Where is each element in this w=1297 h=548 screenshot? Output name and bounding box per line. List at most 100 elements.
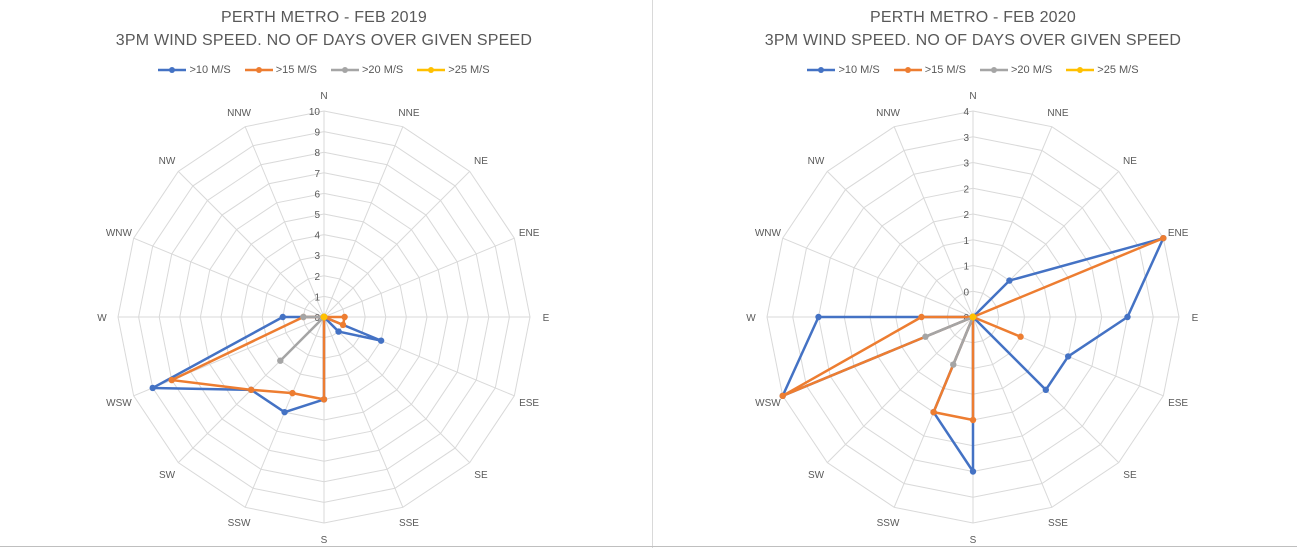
data-point [335, 328, 342, 335]
category-label: WNW [106, 228, 133, 239]
tick-label: 1 [963, 236, 969, 247]
series-path [151, 315, 383, 414]
tick-label: 2 [963, 210, 969, 221]
category-label: WSW [106, 398, 132, 409]
tick-label: 4 [314, 231, 320, 242]
category-label: SSW [877, 518, 900, 529]
tick-label: 4 [963, 107, 969, 118]
tick-label: 10 [309, 107, 321, 118]
tick-label: 1 [963, 262, 969, 273]
legend-swatch [1066, 67, 1095, 73]
legend-item: >25 M/S [1066, 64, 1139, 76]
tick-label: 2 [314, 272, 320, 283]
data-point [289, 389, 296, 397]
category-label: NW [159, 156, 176, 167]
radar-chart-2020: NNNENEENEEESESESSESSSWSWWSWWWNWNWNNW0011… [746, 91, 1199, 546]
legend-label: >25 M/S [1097, 64, 1139, 76]
data-point [339, 321, 347, 329]
legend-label: >20 M/S [1011, 64, 1053, 76]
category-label: NNW [876, 108, 900, 119]
data-point [779, 392, 786, 400]
data-point [300, 313, 307, 321]
grid-spoke [826, 170, 974, 318]
chart-legend: >10 M/S >15 M/S >20 M/S >25 M/S [649, 64, 1297, 76]
category-label: ESE [1168, 398, 1188, 409]
category-label: WNW [755, 228, 782, 239]
grid-spoke [972, 126, 1053, 318]
category-label: E [1192, 313, 1199, 324]
legend-item: >15 M/S [893, 64, 966, 76]
category-label: NE [1123, 156, 1137, 167]
series-line [969, 313, 977, 321]
legend-item: >10 M/S [158, 64, 231, 76]
tick-label: 9 [314, 128, 320, 139]
tick-label: 3 [963, 133, 969, 144]
category-label: WSW [755, 398, 781, 409]
category-label: W [97, 313, 107, 324]
grid-spoke [782, 237, 974, 318]
legend-swatch [244, 67, 273, 73]
grid-spoke [133, 237, 325, 318]
data-point [1160, 234, 1167, 242]
data-point [281, 408, 288, 416]
category-label: S [970, 535, 977, 546]
chart-title: PERTH METRO - FEB 2020 [870, 9, 1076, 26]
category-label: E [543, 313, 550, 324]
data-point [377, 337, 385, 344]
category-label: ENE [519, 228, 540, 239]
series-path [170, 315, 346, 401]
category-label: W [746, 313, 756, 324]
legend-label: >20 M/S [362, 64, 404, 76]
tick-label: 0 [963, 287, 969, 298]
category-label: SW [808, 470, 825, 481]
tick-label: 3 [314, 251, 320, 262]
legend-swatch [158, 67, 187, 73]
category-label: ENE [1168, 228, 1189, 239]
grid-spoke [177, 170, 325, 318]
grid-spoke [893, 126, 974, 318]
category-label: SE [1123, 470, 1137, 481]
chart-subtitle: 3PM WIND SPEED. NO OF DAYS OVER GIVEN SP… [115, 32, 533, 49]
data-point [320, 396, 328, 403]
category-label: SSE [399, 518, 419, 529]
grid-spoke [826, 316, 974, 464]
data-point [1124, 313, 1131, 321]
data-point [168, 376, 175, 384]
grid-spoke [972, 316, 1053, 508]
chart-panel-2019: N NNE NE ENE E ESE SE SSE S SSW SW WSW W WNW NW NNW 0 1 2 3… [0, 0, 648, 546]
data-point [922, 333, 929, 340]
grid-spoke [323, 237, 515, 318]
chart-legend: >10 M/S >15 M/S >20 M/S >25 M/S [0, 64, 648, 76]
category-label: N [320, 91, 327, 102]
category-label: N [969, 91, 976, 102]
chart-subtitle: 3PM WIND SPEED. NO OF DAYS OVER GIVEN SP… [764, 32, 1182, 49]
category-label: SW [159, 470, 176, 481]
legend-item: >20 M/S [331, 64, 403, 76]
legend-label: >10 M/S [189, 64, 231, 76]
legend-swatch [807, 67, 836, 73]
tick-label: 0 [314, 313, 320, 324]
radar-chart-2019: N NNE NE ENE E ESE SE SSE S SSW SW WSW W WNW NW NNW 0 1 2 3… [97, 91, 550, 546]
legend-item: >20 M/S [980, 64, 1052, 76]
legend-label: >25 M/S [448, 64, 490, 76]
tick-label: 7 [314, 169, 320, 180]
tick-label: 2 [963, 184, 969, 195]
data-point [341, 313, 348, 321]
category-label: SE [474, 470, 488, 481]
legend-item: >25 M/S [417, 64, 490, 76]
legend-swatch [980, 67, 1008, 73]
grid-spoke [244, 126, 325, 318]
grid [117, 110, 531, 524]
category-label: NNE [1047, 108, 1068, 119]
chart-panel-2020: N NNE NE ENE E ESE SE SSE S SSW SW WSW W WNW NW NNW 0 0 1 1… [649, 0, 1297, 546]
data-point [950, 361, 957, 368]
data-point [969, 416, 977, 424]
data-point [247, 386, 255, 394]
category-label: NNE [398, 108, 419, 119]
tick-label: 6 [314, 189, 320, 200]
category-label: NE [474, 156, 488, 167]
legend-item: >10 M/S [807, 64, 880, 76]
data-point [969, 313, 977, 321]
grid-spoke [323, 170, 471, 318]
data-point [930, 408, 937, 416]
